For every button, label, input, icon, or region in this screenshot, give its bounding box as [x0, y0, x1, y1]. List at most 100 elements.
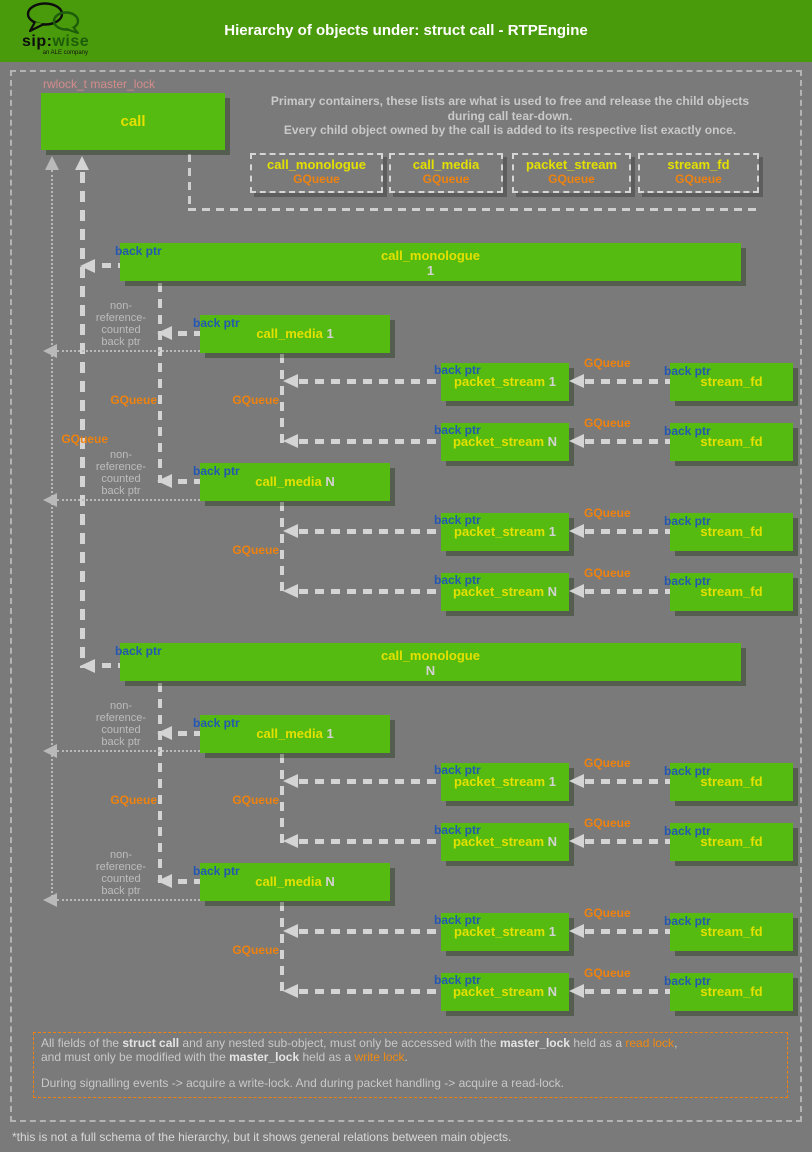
node-index: 1: [548, 774, 556, 789]
arrow-left-icon: [157, 874, 172, 888]
intro-line-3: Every child object owned by the call is …: [283, 123, 737, 137]
gqueue-label: GQueue: [110, 393, 157, 407]
node-call: call: [41, 93, 225, 150]
node-label: stream_fd: [700, 434, 763, 449]
nonref-dotted-line: [57, 899, 200, 901]
legend-name: call_media: [412, 157, 480, 172]
gqueue-label: GQueue: [584, 906, 631, 920]
logo-sip: sip:: [22, 33, 53, 50]
backptr-label: back ptr: [434, 973, 481, 987]
node-label: stream_fd: [700, 834, 763, 849]
gqueue-label: GQueue: [61, 432, 108, 446]
arrow-left-icon: [43, 493, 57, 507]
node-call-media-nb: call_media N: [200, 863, 390, 901]
arrow-left-icon: [569, 584, 584, 598]
backptr-label: back ptr: [193, 316, 240, 330]
node-packet-stream-r5: packet_stream 1: [441, 763, 569, 801]
backptr-label: back ptr: [434, 763, 481, 777]
node-index: N: [547, 984, 558, 999]
node-packet-stream-r8: packet_stream N: [441, 973, 569, 1011]
node-index: N: [425, 663, 436, 678]
page-title: Hierarchy of objects under: struct call …: [224, 22, 588, 39]
arrow-left-icon: [283, 834, 298, 848]
arrow-up-icon: [75, 156, 89, 170]
backptr-line: [102, 663, 120, 668]
node-label: stream_fd: [700, 774, 763, 789]
node-packet-stream-r1: packet_stream 1: [441, 363, 569, 401]
nonref-backptr-label: non- reference- counted back ptr: [85, 849, 157, 897]
gqueue-label: GQueue: [232, 943, 279, 957]
text: held as a: [299, 1049, 355, 1064]
node-label: call_media: [256, 326, 323, 341]
node-call-media-1a: call_media 1: [200, 315, 390, 353]
node-call-media-na: call_media N: [200, 463, 390, 501]
node-index: 1: [326, 726, 334, 741]
backptr-label: back ptr: [664, 914, 711, 928]
nonref-line: reference-: [95, 861, 147, 873]
speech-bubbles-icon: [26, 2, 80, 34]
node-label: call_media: [255, 874, 322, 889]
arrow-up-icon: [45, 156, 59, 170]
node-index: 1: [548, 524, 556, 539]
backptr-line: [299, 439, 441, 444]
backptr-line: [585, 929, 670, 934]
nonref-line: back ptr: [101, 885, 141, 897]
node-label: call_monologue: [381, 648, 480, 663]
arrow-left-icon: [569, 984, 584, 998]
text-bold: master_lock: [229, 1049, 300, 1064]
backptr-line: [585, 439, 670, 444]
media-queue-line: [158, 283, 162, 483]
stream-queue-line: [280, 502, 284, 593]
lock-note-box: All fields of the struct call and any ne…: [33, 1032, 788, 1098]
arrow-left-icon: [43, 744, 57, 758]
arrow-left-icon: [80, 259, 95, 273]
lock-note-line-3: During signalling events -> acquire a wr…: [41, 1076, 564, 1090]
nonref-line: counted: [101, 724, 141, 736]
node-packet-stream-r3: packet_stream 1: [441, 513, 569, 551]
gqueue-label: GQueue: [584, 506, 631, 520]
node-index: N: [325, 474, 335, 489]
backptr-label: back ptr: [434, 423, 481, 437]
node-label: stream_fd: [700, 374, 763, 389]
nonref-backptr-label: non- reference- counted back ptr: [85, 449, 157, 497]
gqueue-label: GQueue: [232, 793, 279, 807]
backptr-line: [178, 479, 200, 484]
nonref-dotted-line: [57, 350, 200, 352]
legend-call-monologue: call_monologue GQueue: [250, 153, 383, 193]
master-lock-label: rwlock_t master_lock: [43, 77, 156, 91]
node-stream-fd-r1: stream_fd: [670, 363, 793, 401]
backptr-label: back ptr: [115, 244, 162, 258]
node-label: call_monologue: [381, 248, 480, 263]
nonref-line: non-: [109, 300, 133, 312]
node-label: packet_stream: [454, 774, 546, 789]
legend-type: GQueue: [293, 172, 340, 186]
stream-queue-line: [280, 754, 284, 844]
legend-packet-stream: packet_stream GQueue: [512, 153, 631, 193]
gqueue-label: GQueue: [584, 816, 631, 830]
nonref-line: back ptr: [101, 736, 141, 748]
node-label: stream_fd: [700, 524, 763, 539]
node-label: stream_fd: [700, 924, 763, 939]
backptr-line: [102, 263, 120, 268]
node-label: packet_stream: [452, 434, 545, 449]
node-label: call_media: [256, 726, 323, 741]
node-label: stream_fd: [700, 984, 763, 999]
backptr-line: [299, 839, 441, 844]
text: and must only be modified with the: [41, 1049, 230, 1064]
gqueue-label: GQueue: [584, 356, 631, 370]
node-index: 1: [326, 326, 334, 341]
stream-queue-line: [280, 902, 284, 993]
gqueue-label: GQueue: [584, 756, 631, 770]
gqueue-label: GQueue: [110, 793, 157, 807]
backptr-label: back ptr: [434, 823, 481, 837]
node-packet-stream-r4: packet_stream N: [441, 573, 569, 611]
intro-text: Primary containers, these lists are what…: [240, 94, 780, 138]
legend-connector-horizontal: [188, 208, 758, 211]
intro-line-1: Primary containers, these lists are what…: [270, 94, 750, 108]
backptr-label: back ptr: [664, 764, 711, 778]
logo-wise: wise: [52, 33, 90, 50]
arrow-left-icon: [157, 726, 172, 740]
nonref-line: non-: [109, 700, 133, 712]
arrow-left-icon: [157, 326, 172, 340]
logo-tagline: an ALE company: [42, 50, 88, 56]
